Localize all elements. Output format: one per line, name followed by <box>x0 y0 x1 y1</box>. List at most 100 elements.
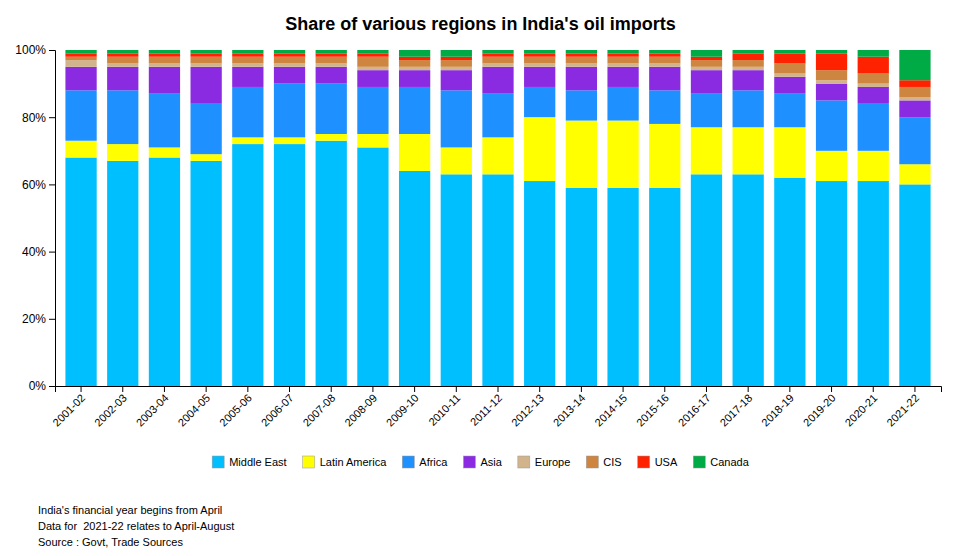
legend-item: Latin America <box>303 456 388 468</box>
bar <box>733 127 764 174</box>
tick: 2017-18 <box>717 386 754 429</box>
bar <box>858 84 889 87</box>
bar <box>399 50 430 57</box>
bar <box>441 57 472 60</box>
bar <box>65 60 96 67</box>
bar <box>65 53 96 56</box>
legend-swatch <box>518 456 530 468</box>
bar <box>274 137 305 144</box>
bar <box>899 87 930 97</box>
bar <box>649 90 680 124</box>
tick: 2009-10 <box>384 386 421 429</box>
tick: 2004-05 <box>175 386 212 429</box>
x-axis: 2001-022002-032003-042004-052005-062006-… <box>50 386 941 429</box>
bar <box>858 87 889 104</box>
bar <box>191 67 222 104</box>
bar <box>691 50 722 57</box>
tick-label: 2021-22 <box>884 392 921 429</box>
bar <box>482 63 513 66</box>
bar <box>566 188 597 386</box>
bar <box>733 60 764 67</box>
bar <box>607 87 638 121</box>
bar <box>649 53 680 56</box>
bar <box>65 50 96 53</box>
bars <box>65 50 930 386</box>
tick-label: 40% <box>22 245 46 259</box>
bar <box>899 97 930 100</box>
tick-mark <box>49 117 55 118</box>
tick-label: 2015-16 <box>634 392 671 429</box>
tick: 2007-08 <box>300 386 337 429</box>
bar <box>316 50 347 53</box>
tick-label: 2014-15 <box>592 392 629 429</box>
bar <box>149 63 180 66</box>
tick: 2003-04 <box>134 386 171 429</box>
bar <box>733 67 764 70</box>
tick: 2013-14 <box>551 386 588 429</box>
bar <box>691 127 722 174</box>
bar <box>107 67 138 91</box>
bar <box>858 50 889 57</box>
tick: 100% <box>15 43 55 57</box>
tick-label: 2019-20 <box>801 392 838 429</box>
bar <box>816 181 847 386</box>
bar <box>691 174 722 386</box>
bar <box>816 70 847 80</box>
tick-mark <box>206 386 207 392</box>
bar <box>774 50 805 53</box>
legend-label: Africa <box>419 456 448 468</box>
axis-line <box>56 387 942 393</box>
bar <box>191 161 222 386</box>
legend-swatch <box>402 456 414 468</box>
bar <box>357 57 388 67</box>
footnote: Data for 2021-22 relates to April-August <box>38 520 234 532</box>
bar <box>232 67 263 87</box>
bar <box>149 57 180 64</box>
tick-mark <box>49 252 55 253</box>
tick: 2020-21 <box>842 386 879 429</box>
legend-swatch <box>638 456 650 468</box>
bar <box>65 67 96 91</box>
bar <box>733 70 764 90</box>
tick-mark <box>49 319 55 320</box>
bar <box>566 53 597 56</box>
bar <box>482 94 513 138</box>
bar <box>607 50 638 53</box>
bar <box>733 53 764 60</box>
bar <box>274 63 305 66</box>
bar <box>816 50 847 53</box>
legend-swatch <box>212 456 224 468</box>
bar <box>441 147 472 174</box>
tick: 2018-19 <box>759 386 796 429</box>
tick-mark <box>122 386 123 392</box>
tick: 2005-06 <box>217 386 254 429</box>
tick-label: 100% <box>15 43 46 57</box>
tick-mark <box>372 386 373 392</box>
bar <box>482 137 513 174</box>
tick-mark <box>456 386 457 392</box>
bar <box>733 174 764 386</box>
tick-mark <box>831 386 832 392</box>
tick-mark <box>331 386 332 392</box>
bar <box>733 50 764 53</box>
tick-label: 2003-04 <box>134 392 171 429</box>
bar <box>649 57 680 64</box>
bar <box>691 60 722 67</box>
bar <box>399 67 430 70</box>
bar <box>149 158 180 386</box>
bar <box>191 63 222 66</box>
bar <box>232 144 263 386</box>
legend-item: Middle East <box>212 456 286 468</box>
legend-label: Latin America <box>320 456 388 468</box>
plot: 2001-022002-032003-042004-052005-062006-… <box>15 43 941 428</box>
bar <box>191 104 222 154</box>
tick-mark <box>247 386 248 392</box>
bar <box>107 63 138 66</box>
bar <box>607 57 638 64</box>
bar <box>149 147 180 157</box>
bar <box>357 70 388 87</box>
tick-mark <box>49 386 55 387</box>
bar <box>524 57 555 64</box>
bar <box>733 90 764 127</box>
bar <box>691 94 722 128</box>
